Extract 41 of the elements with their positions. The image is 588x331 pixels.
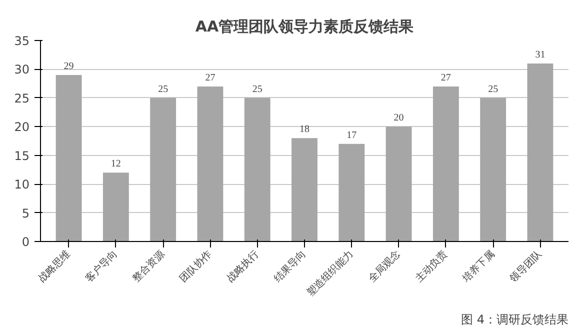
data-label: 20	[394, 112, 404, 124]
data-label: 25	[252, 84, 262, 95]
x-tick-label: 主动负责	[413, 248, 450, 285]
data-label: 27	[440, 72, 451, 84]
bar	[527, 63, 554, 242]
data-label: 12	[110, 158, 121, 170]
bar	[338, 144, 365, 242]
data-label: 31	[535, 49, 546, 60]
x-tick-label: 领导团队	[507, 248, 544, 285]
data-label: 17	[346, 130, 357, 141]
data-label: 18	[300, 124, 310, 136]
bar	[56, 74, 82, 242]
bar	[102, 172, 129, 242]
data-label: 27	[205, 72, 216, 84]
y-tick-label: 15	[14, 148, 30, 163]
y-tick-label: 25	[14, 91, 30, 106]
data-label: 25	[158, 84, 168, 95]
data-label: 25	[488, 84, 498, 95]
y-tick-label: 0	[22, 235, 30, 249]
x-tick-label: 团队协作	[177, 248, 214, 285]
x-tick-label: 战略思维	[36, 248, 73, 285]
y-tick-label: 10	[14, 178, 30, 192]
data-label: 29	[64, 60, 74, 72]
bar	[150, 98, 176, 242]
bar	[292, 138, 318, 242]
x-tick-label: 客户导向	[83, 248, 120, 285]
y-tick-label: 30	[14, 62, 30, 77]
y-tick-label: 20	[14, 120, 30, 134]
chart-title: AA管理团队领导力素质反馈结果	[195, 18, 415, 36]
bar	[386, 126, 412, 242]
y-tick-label: 35	[14, 34, 30, 48]
x-tick-label: 培养下属	[459, 248, 497, 286]
x-tick-label: 整合资源	[130, 248, 167, 285]
bar	[480, 98, 506, 242]
bar	[244, 98, 270, 242]
x-tick-label: 全局观念	[366, 248, 403, 285]
caption: 图 4：调研反馈结果	[461, 312, 569, 326]
y-tick-label: 5	[22, 206, 30, 220]
x-tick-label: 战略执行	[224, 248, 262, 285]
bar	[432, 86, 459, 242]
bar	[197, 86, 224, 242]
